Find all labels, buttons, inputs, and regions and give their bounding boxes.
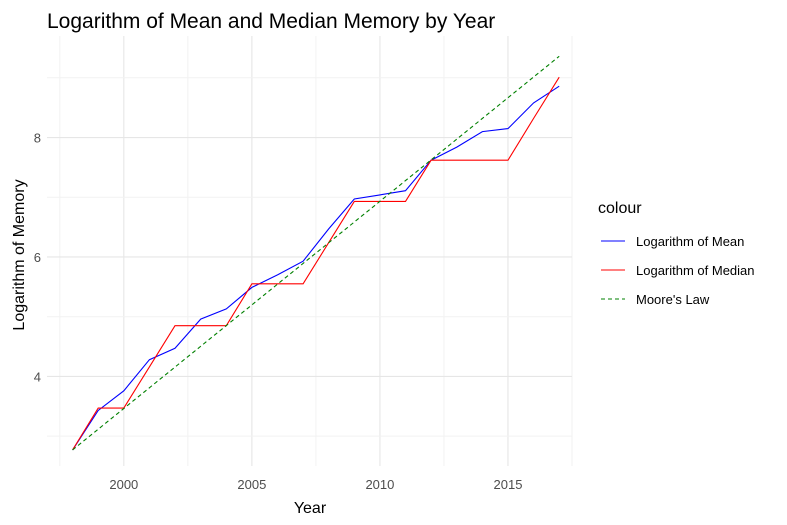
x-tick-label: 2000 bbox=[109, 477, 138, 492]
x-tick-label: 2010 bbox=[365, 477, 394, 492]
x-tick-label: 2015 bbox=[494, 477, 523, 492]
legend-label-3: Moore's Law bbox=[636, 292, 710, 307]
chart-title: Logarithm of Mean and Median Memory by Y… bbox=[47, 10, 495, 33]
series-layer bbox=[72, 55, 560, 451]
series-line-2 bbox=[72, 76, 560, 451]
series-line-1 bbox=[72, 85, 560, 451]
y-tick-label: 6 bbox=[34, 250, 41, 265]
series-line-3 bbox=[72, 55, 560, 451]
x-axis-title: Year bbox=[294, 500, 327, 517]
x-tick-label: 2005 bbox=[237, 477, 266, 492]
tick-labels: 2000 2005 2010 2015 4 6 8 bbox=[34, 131, 523, 492]
legend-title: colour bbox=[598, 200, 642, 217]
legend-items: Logarithm of Mean Logarithm of Median Moor… bbox=[601, 234, 755, 307]
legend-label-1: Logarithm of Mean bbox=[636, 234, 744, 249]
legend: colour Logarithm of Mean Logarithm of Med… bbox=[598, 200, 755, 307]
y-tick-label: 8 bbox=[34, 131, 41, 146]
grid bbox=[47, 36, 573, 466]
legend-label-2: Logarithm of Median bbox=[636, 263, 755, 278]
y-axis-title: Logarithm of Memory bbox=[11, 179, 28, 330]
y-tick-label: 4 bbox=[34, 369, 41, 384]
